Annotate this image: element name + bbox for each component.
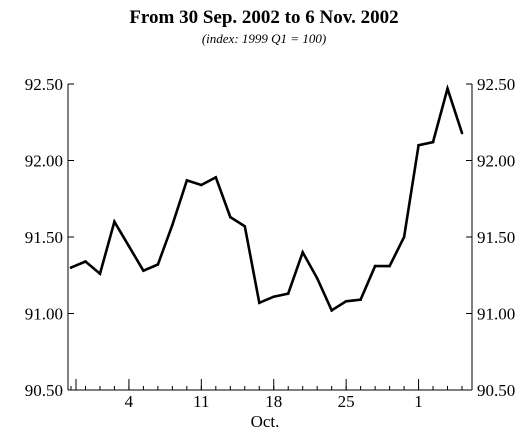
- x-tick-label: 25: [338, 392, 355, 411]
- data-point: [330, 309, 333, 312]
- y-tick-label-right: 91.00: [477, 305, 515, 324]
- x-tick-label: 1: [414, 392, 423, 411]
- data-point: [214, 176, 218, 179]
- data-point: [127, 244, 131, 248]
- data-point: [228, 215, 232, 219]
- data-point: [142, 269, 145, 272]
- y-tick-label-left: 90.50: [25, 381, 63, 400]
- data-point: [200, 183, 203, 187]
- series-line: [70, 84, 464, 313]
- y-tick-label-right: 91.50: [477, 228, 515, 247]
- data-point: [272, 295, 276, 298]
- y-tick-label-right: 92.50: [477, 75, 515, 94]
- data-point: [344, 299, 348, 303]
- series-group: [69, 84, 464, 313]
- data-point: [301, 251, 305, 254]
- right-y-axis: 90.50 91.00 91.50 92.00 92.50: [466, 75, 515, 400]
- data-point: [286, 292, 290, 295]
- y-tick-label-left: 92.50: [25, 75, 63, 94]
- plot-frame: [67, 84, 473, 391]
- data-point: [446, 87, 449, 90]
- data-point: [185, 179, 189, 182]
- data-point: [417, 143, 420, 147]
- y-tick-label-left: 91.00: [25, 305, 63, 324]
- data-point: [243, 224, 247, 228]
- data-point: [69, 266, 73, 269]
- data-point: [113, 220, 116, 223]
- y-tick-label-right: 90.50: [477, 381, 515, 400]
- chart-title: From 30 Sep. 2002 to 6 Nov. 2002: [129, 7, 399, 28]
- y-tick-label-right: 92.00: [477, 152, 515, 171]
- data-point: [431, 140, 435, 144]
- x-tick-label: 4: [125, 392, 134, 411]
- data-point: [460, 131, 464, 135]
- data-point: [359, 298, 362, 302]
- data-point: [315, 277, 319, 280]
- left-y-axis: 90.50 91.00 91.50 92.00 92.50: [25, 75, 74, 400]
- data-point: [373, 264, 377, 268]
- chart-subtitle: (index: 1999 Q1 = 100): [201, 31, 327, 46]
- data-point: [402, 235, 406, 239]
- x-tick-label: 11: [193, 392, 209, 411]
- data-point: [171, 223, 174, 227]
- x-axis-label: Oct.: [251, 412, 280, 431]
- x-tick-label: 18: [265, 392, 282, 411]
- data-point: [84, 260, 87, 263]
- x-axis: 4 11 18 25 1: [70, 379, 463, 411]
- data-point: [257, 301, 261, 305]
- data-point: [156, 263, 160, 266]
- y-tick-label-left: 92.00: [25, 152, 63, 171]
- data-point: [98, 272, 102, 276]
- data-point: [388, 264, 391, 268]
- y-tick-label-left: 91.50: [25, 228, 63, 247]
